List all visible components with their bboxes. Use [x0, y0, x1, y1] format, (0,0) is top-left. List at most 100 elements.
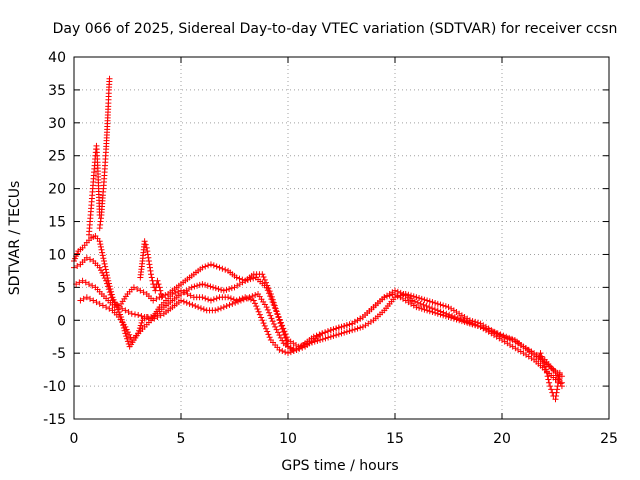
x-axis-title: GPS time / hours: [281, 458, 398, 474]
data-point: [265, 285, 272, 292]
data-point: [144, 248, 151, 255]
data-point: [76, 279, 83, 286]
data-point: [122, 307, 129, 314]
data-point: [421, 306, 428, 313]
data-point: [178, 297, 184, 304]
data-point: [187, 292, 194, 299]
data-point: [290, 345, 297, 352]
data-point: [107, 291, 114, 298]
data-point: [282, 349, 289, 356]
data-point: [99, 269, 106, 276]
data-point: [101, 260, 108, 267]
data-point: [270, 299, 277, 306]
data-point: [442, 303, 449, 310]
data-point: [148, 317, 155, 324]
data-point: [402, 290, 409, 297]
data-point: [258, 314, 265, 321]
data-point: [429, 299, 436, 306]
data-point: [210, 284, 217, 291]
data-point: [322, 335, 329, 342]
data-point: [99, 252, 106, 259]
data-point: [319, 330, 326, 337]
data-point: [199, 294, 206, 301]
data-point: [158, 290, 165, 297]
data-point: [144, 251, 151, 258]
data-point: [82, 279, 89, 286]
data-point: [210, 296, 217, 303]
data-point: [200, 306, 207, 313]
data-point: [411, 298, 418, 305]
data-point: [330, 326, 337, 333]
data-point: [289, 346, 296, 353]
data-point: [276, 332, 283, 339]
data-point: [87, 256, 94, 263]
data-point: [351, 326, 358, 333]
data-point: [134, 286, 141, 293]
data-point: [157, 287, 164, 294]
data-point: [272, 305, 279, 312]
data-point: [202, 263, 209, 270]
data-point: [202, 295, 209, 302]
data-point: [105, 286, 112, 293]
data-point: [87, 295, 94, 302]
data-point: [543, 369, 550, 376]
data-point: [93, 299, 100, 306]
data-point: [280, 328, 287, 335]
data-point: [554, 383, 561, 390]
x-tick-label: 10: [279, 431, 297, 447]
data-point: [346, 321, 353, 328]
data-point: [223, 286, 230, 293]
data-point: [456, 317, 463, 324]
grid-lines: [74, 57, 609, 419]
data-point: [343, 328, 350, 335]
data-point: [541, 363, 548, 370]
data-point: [555, 376, 562, 383]
data-point: [226, 286, 233, 293]
data-point: [381, 294, 388, 301]
data-point: [100, 272, 107, 279]
data-point: [324, 328, 331, 335]
data-point: [80, 295, 87, 302]
data-point: [264, 328, 271, 335]
data-point: [555, 379, 562, 386]
data-point: [220, 287, 227, 294]
data-point: [432, 309, 439, 316]
data-point: [106, 75, 113, 82]
data-point: [226, 301, 233, 308]
data-point: [219, 265, 226, 272]
data-point: [155, 281, 162, 288]
y-tick-label: 30: [48, 116, 66, 132]
data-point: [77, 297, 84, 304]
data-point: [335, 331, 342, 338]
data-point: [98, 246, 105, 253]
data-point: [216, 264, 223, 271]
data-point: [424, 297, 431, 304]
data-point: [538, 353, 545, 360]
data-point: [278, 323, 285, 330]
data-point: [313, 332, 320, 339]
data-point: [272, 323, 279, 330]
data-point: [218, 286, 225, 293]
data-point: [389, 291, 396, 298]
data-point: [266, 288, 273, 295]
data-point: [135, 312, 142, 319]
plot-frame: [73, 56, 610, 420]
data-point: [267, 312, 274, 319]
y-tick-label: 40: [48, 50, 66, 66]
data-point: [123, 326, 130, 333]
data-point: [268, 293, 275, 300]
data-point: [450, 315, 457, 322]
data-point: [259, 271, 266, 278]
y-tick-label: -5: [52, 346, 66, 362]
data-point: [131, 311, 138, 318]
data-point: [145, 258, 152, 265]
data-point: [154, 277, 161, 284]
data-point: [409, 297, 416, 304]
data-point: [106, 289, 113, 296]
data-point: [227, 295, 234, 302]
data-point: [148, 274, 155, 281]
data-point: [556, 369, 563, 376]
data-point: [225, 294, 232, 301]
data-point: [434, 300, 441, 307]
